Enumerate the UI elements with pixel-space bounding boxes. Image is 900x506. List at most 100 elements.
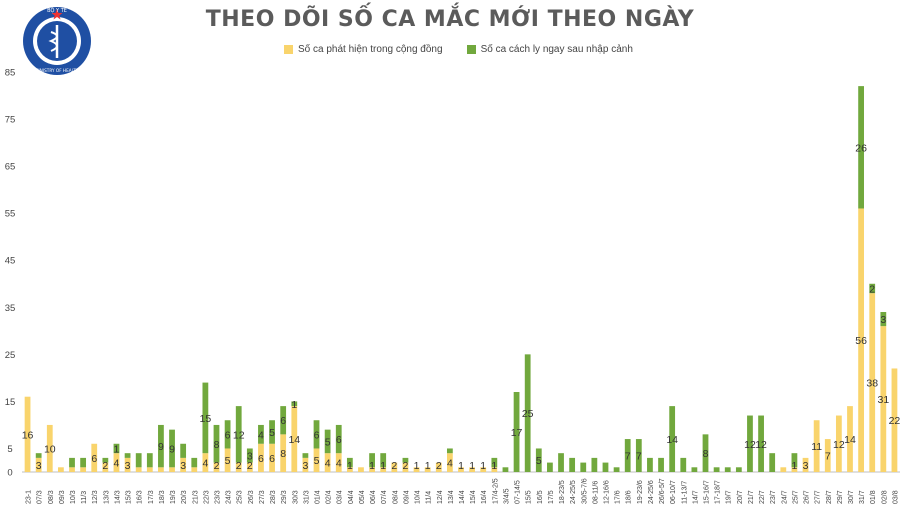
x-tick-label: 17/3 <box>148 490 155 504</box>
bar-community <box>358 467 364 472</box>
bar-quarantine <box>869 283 876 294</box>
data-label-community: 1 <box>380 460 386 472</box>
x-tick-label: 09/4 <box>403 490 410 504</box>
bar-community <box>402 462 409 472</box>
bar-quarantine <box>35 453 42 458</box>
bar-quarantine <box>702 434 709 472</box>
x-tick-label: 12/3 <box>92 490 99 504</box>
x-tick-label: 12/4 <box>437 490 444 504</box>
x-tick-label: 28/7 <box>826 490 833 504</box>
data-label-quarantine: 8 <box>703 448 709 460</box>
bar-quarantine <box>235 406 242 463</box>
bar-community <box>335 453 342 472</box>
page-title: THEO DÕI SỐ CA MẮC MỚI THEO NGÀY <box>205 7 695 32</box>
bar-community <box>246 462 253 472</box>
x-tick-label: 26/6-5/7 <box>659 478 666 504</box>
bar-quarantine <box>191 457 198 468</box>
bar-community <box>158 467 164 472</box>
x-tick-label: 20/3 <box>181 490 188 504</box>
bar-quarantine <box>602 462 609 472</box>
x-tick-label: 15/3 <box>126 490 133 504</box>
data-label-quarantine: 12 <box>233 429 245 441</box>
data-label-quarantine: 6 <box>280 415 286 427</box>
data-label-community: 3 <box>803 460 809 472</box>
bar-community <box>446 453 453 472</box>
data-label-community: 3 <box>36 460 42 472</box>
x-tick-label: 10/4 <box>415 490 422 504</box>
bar-community <box>802 457 809 472</box>
x-tick-label: 17/6 <box>615 490 622 504</box>
bar-community <box>24 396 31 472</box>
x-tick-label: 08-11/6 <box>592 481 599 504</box>
data-label-community: 14 <box>844 434 856 446</box>
x-tick-label: 28/3 <box>270 490 277 504</box>
bar-quarantine <box>713 467 720 472</box>
x-tick-label: 02/4 <box>326 490 333 504</box>
x-tick-label: 30/3 <box>292 490 299 504</box>
data-label-community: 1 <box>791 460 797 472</box>
x-tick-label: 08/4 <box>392 490 399 504</box>
data-label-community: 4 <box>202 458 208 470</box>
x-tick-label: 22/7 <box>759 490 766 504</box>
bar-quarantine <box>291 401 298 407</box>
data-label-community: 1 <box>458 460 464 472</box>
data-label-community: 8 <box>280 448 286 460</box>
y-tick-label: 65 <box>5 162 16 173</box>
data-label-quarantine: 4 <box>258 429 264 441</box>
y-tick-label: 35 <box>5 303 16 314</box>
data-label-community: 2 <box>391 460 397 472</box>
data-label-quarantine: 3 <box>880 314 886 326</box>
bar-community <box>813 420 820 472</box>
x-tick-label: 14/4 <box>459 490 466 504</box>
x-tick-label: 14/3 <box>114 490 121 504</box>
data-label-quarantine: 6 <box>225 429 231 441</box>
data-label-community: 14 <box>288 434 300 446</box>
data-label-quarantine: 25 <box>522 408 534 420</box>
data-label-community: 3 <box>180 460 186 472</box>
y-tick-label: 0 <box>7 468 12 479</box>
x-tick-label: 13/3 <box>103 490 110 504</box>
bar-quarantine <box>169 429 175 468</box>
legend-label-quarantine: Số ca cách ly ngay sau nhập cảnh <box>480 44 633 55</box>
bar-quarantine <box>135 453 142 468</box>
data-label-community: 2 <box>403 460 409 472</box>
data-label-community: 1 <box>425 460 431 472</box>
x-tick-label: 20/7 <box>737 490 744 504</box>
x-tick-label: 26/7 <box>804 490 811 504</box>
data-label-community: 1 <box>347 460 353 472</box>
bar-community <box>269 443 275 472</box>
bar-community <box>191 467 198 472</box>
bar-quarantine <box>858 86 864 209</box>
data-label-community: 31 <box>877 394 889 406</box>
y-tick-label: 45 <box>5 256 16 267</box>
bar-community <box>135 467 142 472</box>
data-label-community: 12 <box>833 439 845 451</box>
bar-community <box>413 467 420 472</box>
bar-community <box>869 293 876 472</box>
logo-text-top: BỘ Y TẾ <box>47 6 68 14</box>
data-label-community: 1 <box>414 460 420 472</box>
data-label-quarantine: 5 <box>325 436 331 448</box>
x-tick-label: 10/3 <box>70 490 77 504</box>
bar-community <box>780 467 787 472</box>
x-tick-label: 07-14/5 <box>515 480 522 504</box>
data-label-community: 22 <box>889 415 900 427</box>
data-label-community: 6 <box>269 453 275 465</box>
bar-community <box>469 467 476 472</box>
legend-swatch-community <box>284 45 293 54</box>
bar-quarantine <box>635 439 642 472</box>
bar-quarantine <box>380 453 387 468</box>
bar-community <box>235 462 242 472</box>
legend-item-community: Số ca phát hiện trong cộng đồng <box>284 44 443 55</box>
bar-community <box>46 424 53 472</box>
x-tick-label: 19/7 <box>726 490 733 504</box>
data-label-quarantine: 12 <box>755 439 767 451</box>
bar-quarantine <box>658 457 664 472</box>
bar-quarantine <box>346 457 353 468</box>
bar-quarantine <box>369 453 375 468</box>
y-tick-label: 85 <box>5 68 16 79</box>
bar-quarantine <box>535 448 542 472</box>
bar-community <box>291 406 298 472</box>
bar-community <box>480 467 487 472</box>
